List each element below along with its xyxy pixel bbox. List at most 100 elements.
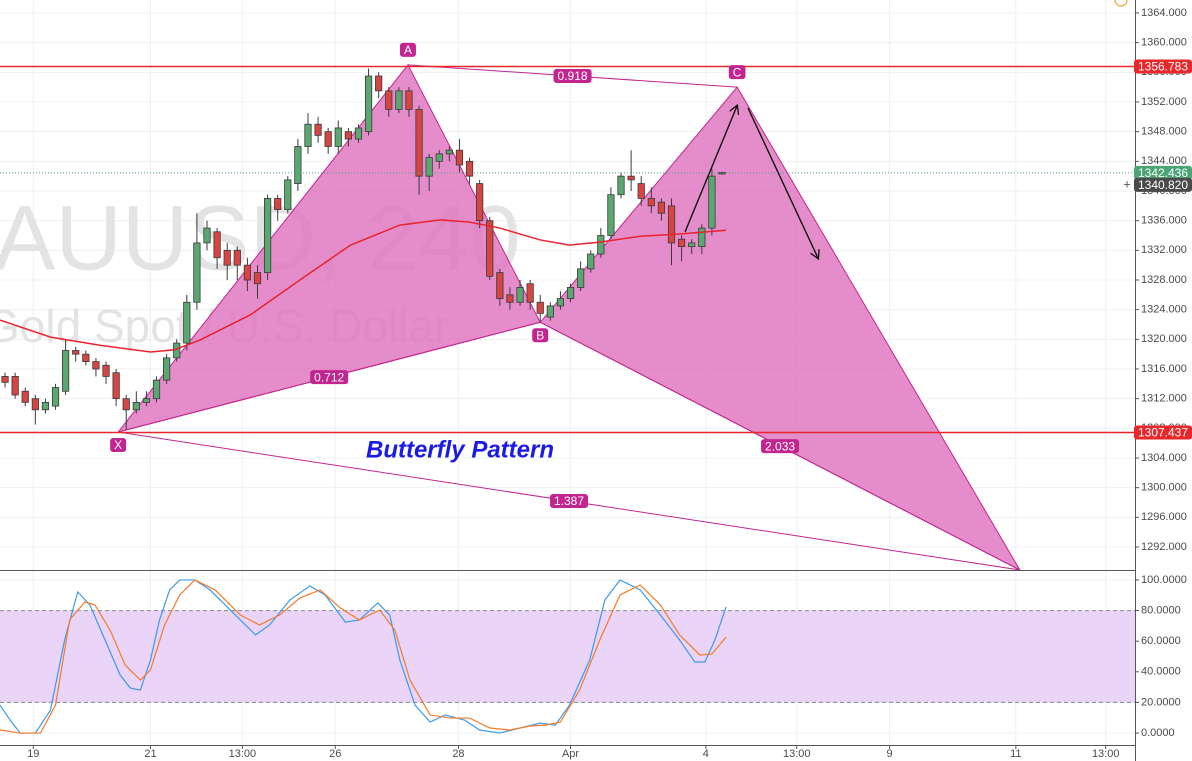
alert-icon[interactable]: [1114, 0, 1128, 7]
y-tick-label: 1320.000: [1141, 333, 1187, 345]
candle-body: [678, 238, 686, 248]
x-tick-label: 13:00: [229, 748, 257, 760]
candle-body: [476, 183, 484, 222]
y-tick-label: 1304.000: [1141, 452, 1187, 464]
candle-body: [324, 131, 332, 147]
stochastic: [0, 579, 727, 734]
candle-body: [334, 127, 342, 147]
candle-body: [647, 198, 655, 207]
candle-body: [607, 194, 615, 236]
pattern-ratio-label: 1.387: [554, 494, 584, 508]
y-tick-label: 1332.000: [1141, 244, 1187, 256]
candle-body: [274, 198, 282, 210]
candle-body: [486, 220, 494, 277]
candle-body: [657, 201, 666, 214]
candle-body: [253, 272, 262, 285]
x-tick-label: 13:00: [1092, 748, 1120, 760]
candle-body: [183, 301, 191, 344]
pattern-point-label: A: [404, 43, 412, 57]
pattern-point-label-bg: [110, 438, 127, 453]
candle-body: [708, 175, 716, 229]
candle-body: [314, 123, 322, 136]
moving-average: [0, 219, 727, 353]
candles: [0, 68, 727, 430]
y-tick-label: 1336.000: [1141, 215, 1187, 227]
candle-body: [294, 146, 302, 184]
candle-body: [566, 287, 575, 299]
candle-body: [698, 227, 706, 248]
candle-body: [82, 353, 90, 362]
y-tick-label: 60.0000: [1141, 635, 1181, 647]
candle-body: [546, 305, 554, 318]
pattern-ratio-label-bg: [549, 494, 589, 509]
candle-body: [132, 401, 140, 411]
y-tick-label: 1300.000: [1141, 482, 1187, 494]
candle-body: [152, 379, 161, 400]
candle-body: [455, 149, 464, 166]
arrow: [684, 106, 737, 233]
candle-body: [385, 90, 393, 110]
pattern-point-label: C: [733, 65, 742, 79]
y-tick-label: 1324.000: [1141, 304, 1187, 316]
candle-body: [213, 231, 221, 259]
candle-body: [203, 227, 211, 244]
x-tick-label: 9: [887, 748, 893, 760]
candle-body: [344, 131, 352, 140]
candle-body: [506, 294, 514, 303]
pattern-ratio-label: 0.712: [314, 370, 344, 384]
pattern-ratio-label-bg: [761, 439, 800, 454]
candle-body: [445, 149, 453, 155]
last-price-label-bg: [1133, 165, 1192, 180]
level-price-label-bg: [1133, 425, 1192, 440]
stochastic-line: [0, 579, 727, 734]
candle-body: [617, 175, 625, 196]
candle-body: [263, 198, 272, 273]
band-fill: [0, 610, 1135, 703]
candle-body: [112, 372, 120, 400]
crosshair-price-label: 1340.820: [1138, 178, 1188, 192]
level-price-label-bg: [1133, 59, 1192, 74]
candle-body: [31, 398, 39, 411]
candle-body: [688, 242, 696, 248]
stochastic-line: [0, 579, 727, 734]
axes: 1364.0001360.0001356.0001352.0001348.000…: [27, 7, 1192, 760]
y-tick-label: 100.0000: [1141, 574, 1187, 586]
candle-body: [223, 249, 231, 266]
candle-body: [587, 253, 595, 270]
x-tick-label: Apr: [562, 748, 579, 760]
candle-body: [405, 90, 413, 110]
candle-body: [435, 153, 443, 162]
candle-body: [72, 350, 80, 355]
candle-body: [526, 283, 534, 303]
crosshair-plus: +: [1123, 176, 1131, 191]
y-tick-label: 1364.000: [1141, 7, 1187, 19]
y-tick-label: 80.0000: [1141, 604, 1181, 616]
candle-body: [142, 398, 151, 403]
candle-body: [465, 160, 474, 177]
candle-body: [11, 376, 19, 396]
x-tick-label: 26: [329, 748, 341, 760]
x-tick-label: 19: [27, 748, 39, 760]
candle-body: [425, 157, 433, 177]
candle-body: [41, 401, 50, 411]
candle-body: [556, 298, 565, 307]
candle-body: [667, 205, 676, 244]
candle-body: [637, 183, 645, 199]
candle-body: [1, 376, 9, 383]
candle-body: [536, 301, 544, 314]
x-tick-label: 28: [452, 748, 464, 760]
x-tick-label: 4: [703, 748, 709, 760]
pattern-point-label: B: [536, 328, 544, 342]
y-tick-label: 1296.000: [1141, 511, 1187, 523]
candle-body: [284, 179, 292, 210]
pattern-point-label: X: [114, 438, 122, 452]
candle-body: [233, 249, 241, 266]
crosshair-price-label-bg: [1133, 177, 1192, 192]
candle-body: [163, 357, 171, 381]
pattern-point-label-bg: [532, 328, 549, 343]
pattern-point-label-bg: [728, 65, 746, 80]
candle-body: [102, 364, 110, 377]
candle-body: [51, 387, 60, 407]
arrow: [747, 107, 818, 258]
candle-body: [122, 398, 130, 411]
